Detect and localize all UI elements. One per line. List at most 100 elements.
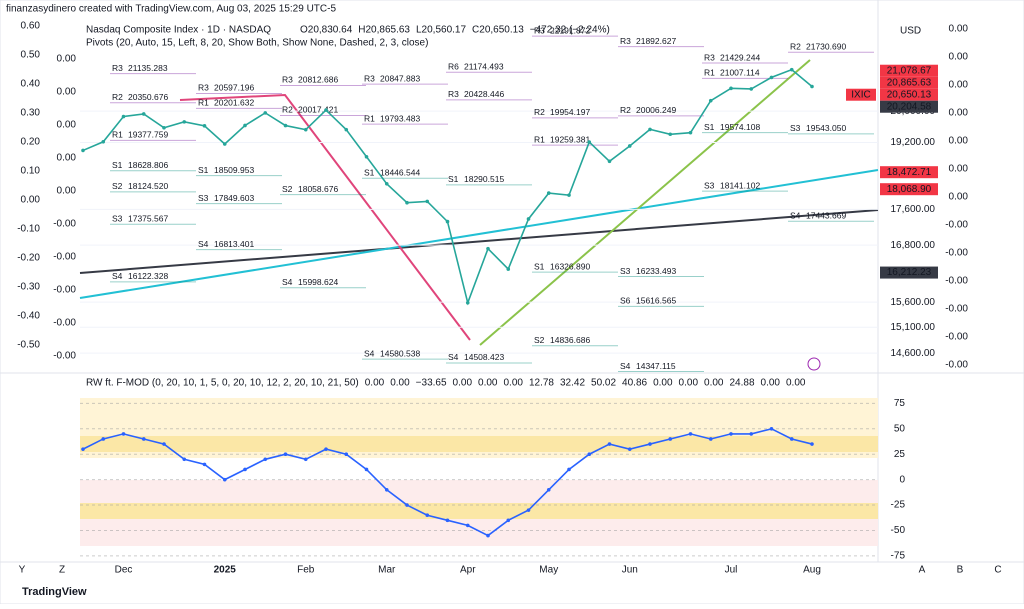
footer-letter[interactable]: Y — [19, 565, 26, 576]
pivot-price: 18509.953 — [214, 165, 254, 175]
pivot-level: S2 — [282, 184, 293, 194]
symbol: Nasdaq Composite Index · 1D · NASDAQ — [86, 25, 271, 36]
trend-line — [479, 59, 811, 346]
x-tick-label: Jul — [725, 565, 738, 576]
point — [283, 452, 288, 457]
pivot-level: R2 — [112, 92, 123, 102]
footer-letter[interactable]: C — [994, 565, 1001, 576]
pivot-level: R3 — [448, 89, 459, 99]
pivot-price: 14836.686 — [550, 335, 590, 345]
footer-letter[interactable]: B — [957, 565, 964, 576]
pivot-level: S4 — [112, 271, 123, 281]
x-tick-label: Apr — [460, 565, 476, 576]
pivot-level: R3 — [620, 36, 631, 46]
alert-icon[interactable] — [807, 357, 821, 371]
y-tick-label: 25 — [894, 449, 906, 460]
left-scale-label: 0.00 — [57, 153, 77, 164]
upper-band — [80, 436, 878, 452]
point — [708, 437, 713, 441]
point — [344, 127, 349, 132]
point — [202, 124, 207, 128]
pivot-level: S3 — [704, 180, 715, 190]
pivot-price: 18058.676 — [298, 184, 338, 194]
point — [101, 437, 106, 441]
point — [141, 437, 146, 441]
pivot-price: 15998.624 — [298, 277, 338, 287]
y-tick-label: 75 — [894, 398, 906, 409]
point — [182, 120, 187, 124]
content: finanzasydinero created with TradingView… — [6, 4, 1002, 598]
pivot-level: S4 — [620, 361, 631, 371]
right-scale-label: -0.00 — [945, 248, 968, 259]
right-scale-label: -0.00 — [945, 304, 968, 315]
x-tick-label: 2025 — [214, 565, 237, 576]
pivot-level: R2 — [620, 105, 631, 115]
left-scale-label: 0.00 — [21, 195, 41, 206]
point — [303, 457, 308, 462]
pivot-level: R2 — [534, 107, 545, 117]
point — [627, 144, 632, 148]
pivot-level: S2 — [112, 181, 123, 191]
right-scale-label: 0.00 — [949, 164, 969, 175]
pivot-level: R3 — [704, 52, 715, 62]
point — [668, 437, 673, 441]
pivot-price: 20006.249 — [636, 105, 676, 115]
pivot-price: 20428.446 — [464, 89, 504, 99]
point — [526, 217, 531, 221]
point — [688, 130, 693, 135]
indicator-title: RW ft. F-MOD (0, 20, 10, 1, 5, 0, 20, 10… — [86, 378, 359, 389]
pivot-price: 14508.423 — [464, 352, 504, 362]
point — [283, 123, 288, 128]
indicator-readout: 12.78 — [529, 378, 554, 389]
trend-line — [179, 93, 471, 341]
point — [101, 139, 106, 144]
left-scale-label: 0.00 — [57, 54, 77, 65]
right-scale-label: 0.00 — [949, 136, 969, 147]
y-tick-label: 15,100.00 — [891, 322, 936, 333]
indicator-readout: 50.02 — [591, 378, 616, 389]
pivot-level: S2 — [534, 335, 545, 345]
pivot-level: S1 — [198, 165, 209, 175]
pivot-price: 22191.872 — [550, 25, 590, 35]
pivot-level: S1 — [534, 261, 545, 271]
indicator-readout: 40.86 — [622, 378, 647, 389]
point — [324, 447, 328, 451]
pivot-level: R3 — [282, 75, 293, 85]
indicator-readout: 0.00 — [453, 378, 473, 389]
price-tag-label-text: IXIC — [851, 89, 870, 100]
pivot-price: 20201.632 — [214, 98, 254, 108]
pivot-level: R3 — [112, 63, 123, 73]
price-tag — [880, 88, 938, 101]
pivot-level: S1 — [704, 122, 715, 132]
x-tick-label: Jun — [622, 565, 638, 576]
point — [222, 477, 227, 482]
point — [729, 86, 733, 91]
pivot-price: 15616.565 — [636, 296, 676, 306]
pivot-level: R1 — [198, 98, 209, 108]
pivot-level: S1 — [448, 174, 459, 184]
pivot-level: R1 — [112, 130, 123, 140]
pivot-level: S4 — [448, 352, 459, 362]
pivot-price: 17443.669 — [806, 211, 846, 221]
ohlc-value: L20,560.17 — [416, 25, 466, 36]
point — [182, 457, 187, 462]
point — [587, 140, 592, 144]
left-scale-label: -0.50 — [17, 340, 40, 351]
x-tick-label: Feb — [297, 565, 315, 576]
y-tick-label: 50 — [894, 423, 906, 434]
pivot-price: 20597.196 — [214, 83, 254, 93]
y-tick-label: 16,800.00 — [891, 240, 936, 251]
point — [405, 200, 409, 205]
pivot-price: 19793.483 — [380, 113, 420, 123]
pivot-level: R1 — [364, 113, 375, 123]
footer-letter[interactable]: A — [919, 565, 926, 576]
footer-letter[interactable]: Z — [59, 565, 65, 576]
price-tag — [880, 266, 938, 279]
indicator-readout: 24.88 — [729, 378, 754, 389]
left-scale-label: 0.20 — [21, 137, 41, 148]
point — [567, 193, 571, 197]
indicator-readout: 0.00 — [704, 378, 724, 389]
point — [81, 148, 85, 153]
point — [162, 125, 166, 130]
